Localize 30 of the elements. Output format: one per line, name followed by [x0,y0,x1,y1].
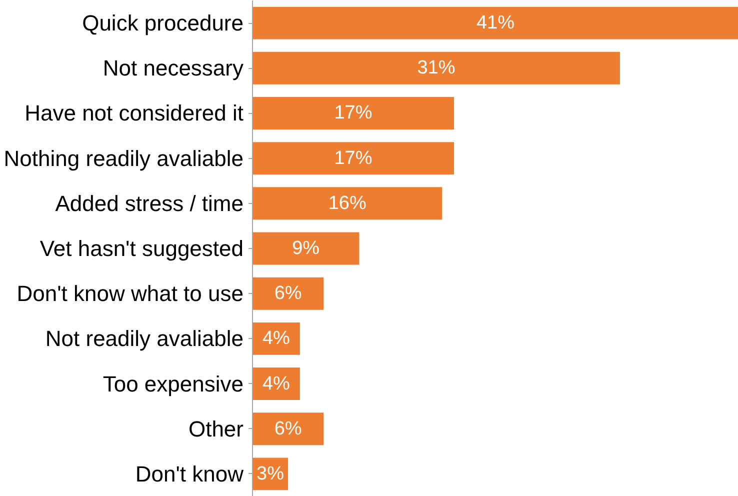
data-label: 3% [256,463,284,484]
data-label: 9% [292,238,320,259]
data-label: 4% [262,373,290,394]
y-tick-label: Other [188,416,244,442]
y-tick-label: Nothing readily avaliable [4,146,244,171]
y-tick-label: Not necessary [102,56,244,81]
bar [252,6,738,40]
bar [252,232,360,265]
data-label: 6% [274,283,302,304]
bar [252,412,324,446]
data-label: 6% [274,418,302,440]
y-tick-label: Too expensive [102,371,244,396]
y-tick-label: Added stress / time [55,190,244,216]
data-label: 16% [328,192,366,214]
y-tick-label: Vet hasn't suggested [40,236,244,261]
data-label: 4% [262,328,290,350]
y-tick-label: Don't know what to use [16,281,244,306]
bar [252,96,454,130]
y-tick-label: Quick procedure [82,10,244,36]
data-label: 17% [334,102,372,124]
bar [252,187,442,220]
bar [252,277,324,310]
bar [252,52,620,84]
data-label: 17% [334,148,372,169]
data-label: 31% [417,58,456,79]
y-tick-label: Not readily avaliable [45,326,244,352]
y-tick-label: Don't know [135,461,244,486]
y-tick-label: Have not considered it [24,100,244,126]
bar [252,142,454,175]
data-label: 41% [476,12,515,34]
